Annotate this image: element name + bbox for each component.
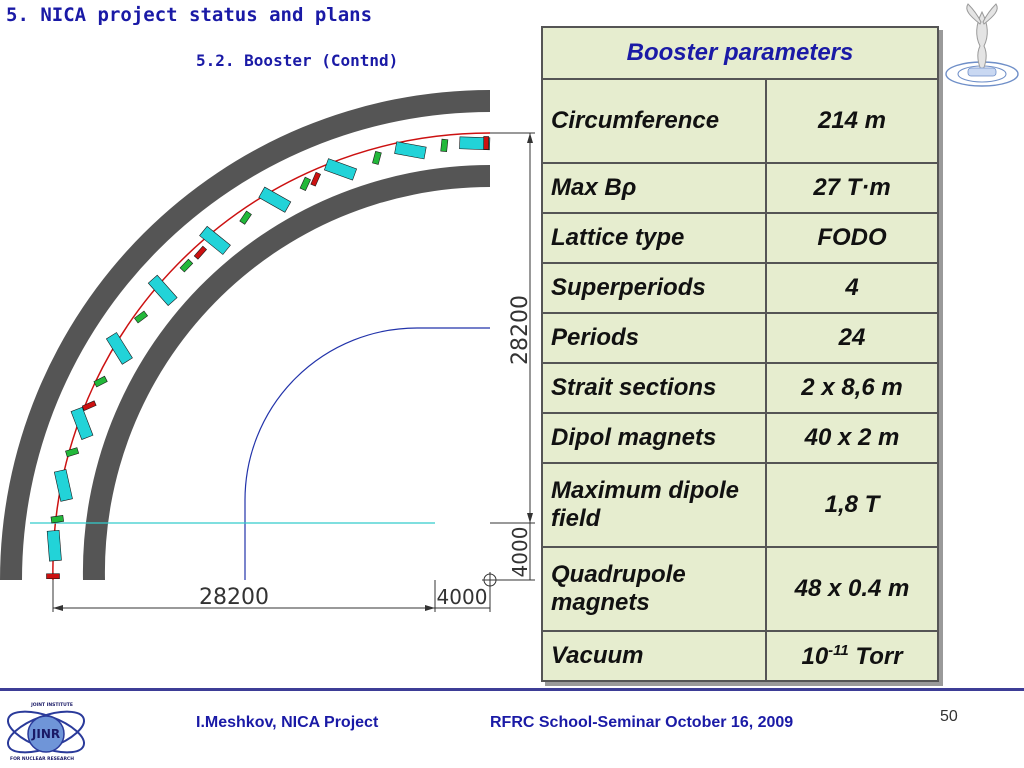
beam-marker	[310, 171, 321, 187]
horizontal-dimension: 28200 4000	[52, 580, 491, 612]
param-value: 10-11 Torr	[765, 630, 939, 682]
dipole-magnet	[53, 469, 73, 502]
param-value: 27 T·m	[765, 162, 939, 214]
quadrupole-magnet	[299, 176, 311, 192]
param-name: Lattice type	[541, 212, 767, 264]
table-row: Lattice type FODO	[541, 212, 939, 264]
dipole-magnet	[394, 141, 427, 160]
jinr-logo: JOINT INSTITUTE JINR FOR NUCLEAR RESEARC…	[7, 702, 85, 762]
table-row: Circumference 214 m	[541, 78, 939, 164]
param-name: Superperiods	[541, 262, 767, 314]
footer-event: RFRC School-Seminar October 16, 2009	[490, 714, 794, 731]
table-row: Dipol magnets 40 x 2 m	[541, 412, 939, 464]
param-value: 1,8 T	[765, 462, 939, 548]
dipole-magnet	[46, 529, 62, 562]
dipole-magnet	[199, 225, 231, 255]
dipole-magnet	[258, 186, 292, 213]
dim-vertical-minor: 4000	[508, 527, 532, 578]
param-value: FODO	[765, 212, 939, 264]
quadrupole-magnet	[239, 210, 252, 225]
dim-horizontal-minor: 4000	[437, 585, 488, 609]
quadrupole-magnet	[372, 150, 382, 165]
footer-author: I.Meshkov, NICA Project	[196, 714, 379, 731]
quadrupole-magnet	[50, 515, 64, 524]
table-header-row: Booster parameters	[541, 26, 939, 80]
quadrupole-magnet	[440, 138, 449, 153]
table-row: Maximum dipole field 1,8 T	[541, 462, 939, 548]
dipole-magnet	[105, 332, 133, 365]
logo-top-text: JOINT INSTITUTE	[30, 702, 73, 708]
table-row: Periods 24	[541, 312, 939, 364]
beam-marker	[483, 136, 490, 150]
param-name: Quadrupole magnets	[541, 546, 767, 632]
table-title: Booster parameters	[541, 26, 939, 80]
dipole-magnet	[70, 406, 94, 440]
dipole-magnet	[147, 274, 178, 307]
logo-bottom-text: FOR NUCLEAR RESEARCH	[10, 756, 74, 762]
table-row: Superperiods 4	[541, 262, 939, 314]
tunnel-inner-wall	[82, 164, 491, 580]
quadrupole-magnet	[133, 310, 149, 324]
page-number: 50	[940, 708, 958, 725]
quadrupole-magnet	[179, 258, 194, 273]
param-value: 4	[765, 262, 939, 314]
nica-emblem	[945, 3, 1019, 87]
magnet-elements	[46, 136, 491, 580]
booster-ring-drawing: 28200 4000 28200 4000	[0, 90, 535, 612]
dipole-magnet	[323, 158, 358, 181]
dim-vertical-major: 28200	[508, 295, 533, 365]
table-row: Max Bρ 27 T·m	[541, 162, 939, 214]
param-value: 48 x 0.4 m	[765, 546, 939, 632]
param-name: Strait sections	[541, 362, 767, 414]
vertical-dimension: 28200 4000	[490, 132, 535, 581]
table-row: Strait sections 2 x 8,6 m	[541, 362, 939, 414]
param-value: 2 x 8,6 m	[765, 362, 939, 414]
param-name: Vacuum	[541, 630, 767, 682]
param-name: Maximum dipole field	[541, 462, 767, 548]
param-value: 24	[765, 312, 939, 364]
quadrupole-magnet	[65, 447, 80, 458]
vacuum-exponent: -11	[828, 641, 849, 659]
footer-divider	[0, 688, 1024, 691]
ring-center-marker	[482, 572, 498, 588]
dim-horizontal-major: 28200	[199, 585, 269, 610]
table-row: Quadrupole magnets 48 x 0.4 m	[541, 546, 939, 632]
param-name: Periods	[541, 312, 767, 364]
dipole-magnet	[459, 136, 491, 151]
beam-marker	[193, 245, 208, 260]
beam-marker	[46, 573, 60, 580]
logo-main-text: JINR	[31, 727, 60, 741]
param-name: Dipol magnets	[541, 412, 767, 464]
slide-title: 5. NICA project status and plans	[6, 4, 373, 26]
table-row: Vacuum 10-11 Torr	[541, 630, 939, 682]
beam-marker	[81, 400, 97, 411]
vacuum-unit: Torr	[848, 642, 903, 670]
booster-parameters-table: Booster parameters Circumference 214 m M…	[541, 26, 939, 682]
slide-subtitle: 5.2. Booster (Contnd)	[196, 51, 399, 70]
quadrupole-magnet	[93, 375, 108, 388]
param-name: Circumference	[541, 78, 767, 164]
vacuum-base: 10	[801, 642, 829, 670]
inner-blue-contour	[244, 327, 490, 580]
param-value: 214 m	[765, 78, 939, 164]
param-value: 40 x 2 m	[765, 412, 939, 464]
param-name: Max Bρ	[541, 162, 767, 214]
